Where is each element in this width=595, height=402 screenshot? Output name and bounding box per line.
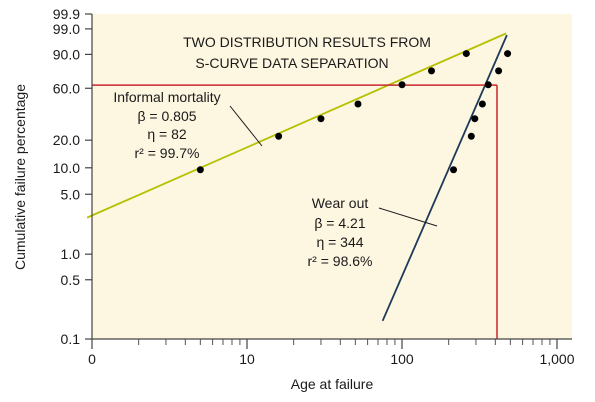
y-tick-label: 90.0	[53, 46, 80, 62]
x-tick-label: 1,000	[539, 351, 574, 367]
y-tick-label: 0.5	[61, 272, 81, 288]
y-tick-label: 1.0	[61, 246, 81, 262]
wear-out-eta: η = 344	[316, 234, 363, 250]
y-tick-label: 99.9	[53, 6, 80, 22]
y-tick-label: 20.0	[53, 132, 80, 148]
data-point	[495, 67, 503, 75]
y-tick-label: 99.0	[53, 21, 80, 37]
x-ticks: 0 10 100 1,000	[88, 339, 575, 367]
x-tick-label: 0	[88, 351, 96, 367]
data-point	[467, 132, 475, 140]
x-tick-label: 10	[239, 351, 255, 367]
x-minor-ticks	[138, 339, 551, 345]
informal-mortality-name: Informal mortality	[113, 89, 220, 105]
wear-out-annotation: Wear out β = 4.21 η = 344 r² = 98.6%	[308, 195, 438, 269]
chart-title: TWO DISTRIBUTION RESULTS FROM	[183, 34, 431, 50]
data-point	[462, 50, 470, 58]
data-point	[196, 166, 204, 174]
wear-out-leader	[378, 207, 438, 227]
data-point	[354, 100, 362, 108]
informal-mortality-r2: r² = 99.7%	[135, 145, 200, 161]
axes	[91, 14, 572, 340]
data-point	[504, 50, 512, 58]
y-axis-label: Cumulative failure percentage	[12, 84, 28, 270]
y-tick-label: 5.0	[61, 186, 81, 202]
wear-out-name: Wear out	[312, 195, 369, 211]
data-point	[275, 132, 283, 140]
data-point	[317, 115, 325, 123]
x-axis-label: Age at failure	[291, 376, 374, 392]
data-point	[471, 115, 479, 123]
data-point	[484, 81, 492, 89]
data-point	[398, 81, 406, 89]
y-tick-label: 60.0	[53, 80, 80, 96]
data-point	[428, 67, 436, 75]
wear-out-r2: r² = 98.6%	[308, 253, 373, 269]
data-points	[196, 50, 512, 174]
y-tick-label: 0.1	[61, 331, 81, 347]
reference-lines	[92, 84, 498, 339]
y-tick-label: 10.0	[53, 160, 80, 176]
informal-mortality-leader	[229, 105, 263, 147]
wear-out-beta: β = 4.21	[314, 215, 365, 231]
informal-mortality-annotation: Informal mortality β = 0.805 η = 82 r² =…	[113, 89, 263, 161]
chart-subtitle: S-CURVE DATA SEPARATION	[195, 55, 388, 71]
data-point	[450, 166, 458, 174]
x-tick-label: 100	[390, 351, 414, 367]
data-point	[478, 100, 486, 108]
y-ticks: 99.999.0 90.0 60.0 20.0 10.0 5.0 1.0 0.5 0.1	[53, 6, 92, 347]
informal-mortality-eta: η = 82	[147, 126, 187, 142]
fit-line-informal-mortality	[86, 32, 507, 219]
informal-mortality-beta: β = 0.805	[137, 108, 196, 124]
